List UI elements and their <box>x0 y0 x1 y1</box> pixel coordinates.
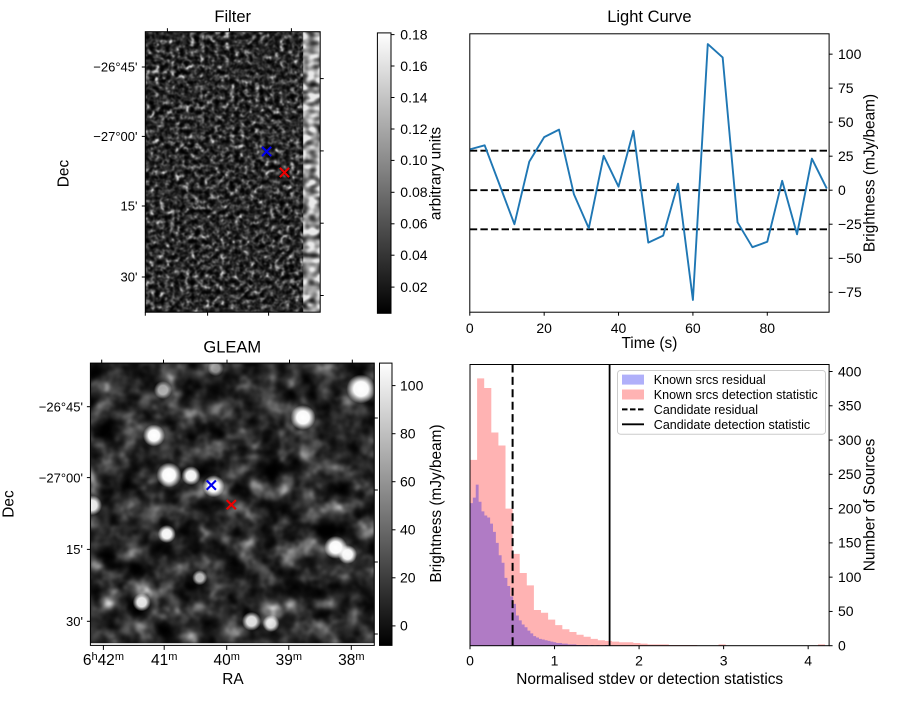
svg-text:Known srcs residual: Known srcs residual <box>654 373 766 387</box>
svg-text:50: 50 <box>838 603 854 619</box>
svg-text:30': 30' <box>66 614 83 629</box>
svg-text:3: 3 <box>720 653 728 669</box>
svg-text:100: 100 <box>400 377 424 393</box>
svg-text:0.18: 0.18 <box>400 26 427 42</box>
svg-text:Candidate residual: Candidate residual <box>654 403 758 417</box>
svg-text:15': 15' <box>66 542 83 557</box>
svg-text:350: 350 <box>838 398 862 414</box>
svg-text:0.14: 0.14 <box>400 89 427 105</box>
svg-text:−50: −50 <box>838 250 862 266</box>
svg-text:Light Curve: Light Curve <box>607 8 691 26</box>
svg-text:Filter: Filter <box>214 8 251 26</box>
svg-text:2: 2 <box>635 653 643 669</box>
svg-text:40: 40 <box>400 522 416 538</box>
svg-text:100: 100 <box>838 569 862 585</box>
svg-text:arbitrary units: arbitrary units <box>428 127 445 221</box>
svg-text:−26°45': −26°45' <box>93 60 137 75</box>
svg-text:40: 40 <box>611 320 627 336</box>
svg-text:0.06: 0.06 <box>400 216 427 232</box>
svg-text:300: 300 <box>838 432 862 448</box>
svg-text:150: 150 <box>838 535 862 551</box>
svg-text:50: 50 <box>838 114 854 130</box>
svg-text:15': 15' <box>121 199 138 214</box>
svg-text:0.16: 0.16 <box>400 58 427 74</box>
svg-text:Number of Sources: Number of Sources <box>862 438 879 571</box>
svg-text:Normalised stdev or detection: Normalised stdev or detection statistics <box>516 671 783 688</box>
svg-text:Brightness (mJy/beam): Brightness (mJy/beam) <box>862 94 879 252</box>
svg-text:0.12: 0.12 <box>400 121 427 137</box>
svg-text:80: 80 <box>759 320 775 336</box>
svg-text:Time (s): Time (s) <box>621 335 677 352</box>
svg-text:Known srcs detection statistic: Known srcs detection statistic <box>654 388 818 402</box>
svg-text:30': 30' <box>121 270 138 285</box>
svg-text:Brightness (mJy/beam): Brightness (mJy/beam) <box>428 424 445 582</box>
svg-text:RA: RA <box>222 671 244 688</box>
svg-text:4: 4 <box>804 653 812 669</box>
svg-text:0.08: 0.08 <box>400 184 427 200</box>
svg-text:80: 80 <box>400 426 416 442</box>
svg-text:0.04: 0.04 <box>400 247 427 263</box>
svg-text:0: 0 <box>838 638 846 654</box>
svg-text:−27°00': −27°00' <box>39 470 83 485</box>
svg-text:−27°00': −27°00' <box>93 129 137 144</box>
svg-text:GLEAM: GLEAM <box>203 339 261 357</box>
svg-text:0: 0 <box>466 653 474 669</box>
svg-text:1: 1 <box>551 653 559 669</box>
svg-text:20: 20 <box>536 320 552 336</box>
svg-text:0.02: 0.02 <box>400 279 427 295</box>
svg-text:20: 20 <box>400 570 416 586</box>
svg-text:−75: −75 <box>838 284 862 300</box>
svg-text:Dec: Dec <box>1 490 18 518</box>
svg-text:60: 60 <box>400 474 416 490</box>
svg-text:0: 0 <box>400 618 408 634</box>
svg-text:250: 250 <box>838 466 862 482</box>
svg-text:25: 25 <box>838 148 854 164</box>
svg-text:Candidate detection statistic: Candidate detection statistic <box>654 418 810 432</box>
svg-text:−26°45': −26°45' <box>39 399 83 414</box>
svg-text:0: 0 <box>838 182 846 198</box>
svg-text:0.10: 0.10 <box>400 152 427 168</box>
svg-text:200: 200 <box>838 500 862 516</box>
svg-text:−25: −25 <box>838 216 862 232</box>
svg-text:0: 0 <box>466 320 474 336</box>
svg-text:60: 60 <box>685 320 701 336</box>
svg-text:Dec: Dec <box>56 160 73 188</box>
svg-text:75: 75 <box>838 80 854 96</box>
svg-text:100: 100 <box>838 46 862 62</box>
svg-text:400: 400 <box>838 363 862 379</box>
